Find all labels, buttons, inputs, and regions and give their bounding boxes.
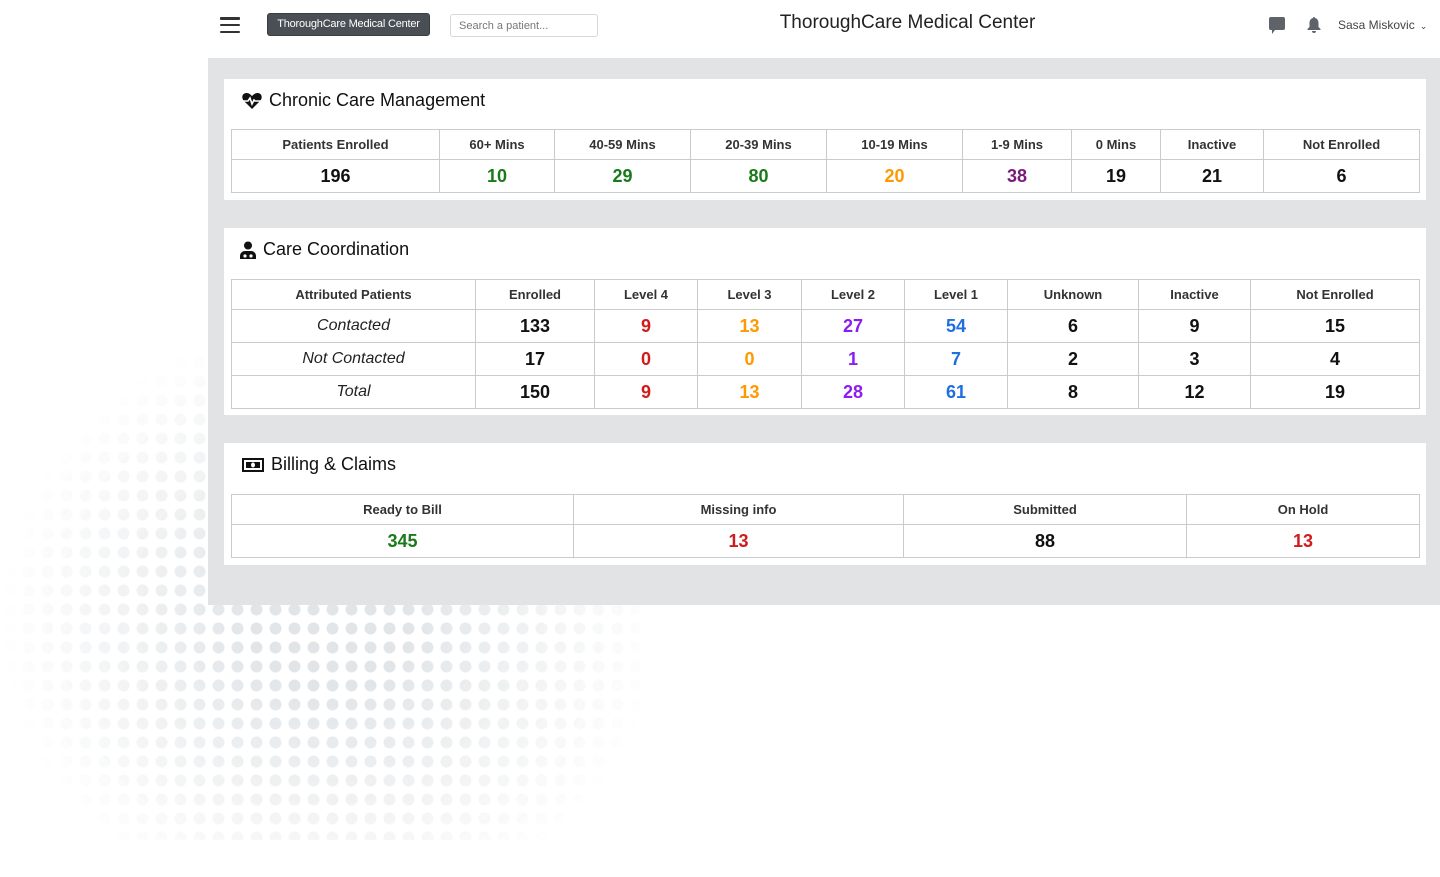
value-inactive[interactable]: 9: [1138, 309, 1251, 343]
value-unknown[interactable]: 2: [1007, 342, 1139, 376]
value-inactive[interactable]: 12: [1138, 375, 1251, 409]
care-coordination-table: Attributed Patients Enrolled Level 4 Level …: [231, 279, 1420, 409]
heartbeat-icon: [242, 93, 262, 109]
column-header-submitted: Submitted: [903, 494, 1187, 525]
value-inactive[interactable]: 21: [1160, 159, 1264, 193]
column-header-level-1: Level 1: [904, 279, 1008, 310]
value-level-1[interactable]: 7: [904, 342, 1008, 376]
user-name: Sasa Miskovic: [1338, 18, 1415, 32]
row-label: Total: [231, 375, 476, 409]
table-header-row: Attributed Patients Enrolled Level 4 Level …: [231, 279, 1420, 310]
billing-title: Billing & Claims: [271, 454, 397, 474]
chevron-down-icon: ⌄: [1419, 21, 1428, 31]
column-header-unknown: Unknown: [1007, 279, 1139, 310]
value-level-3[interactable]: 0: [697, 342, 802, 376]
table-row: Total 150 9 13 28 61 8 12 19: [231, 375, 1420, 409]
value-level-3[interactable]: 13: [697, 309, 802, 343]
column-header-10-19-mins: 10-19 Mins: [826, 129, 963, 160]
column-header-level-3: Level 3: [697, 279, 802, 310]
value-submitted[interactable]: 88: [903, 524, 1187, 558]
search-input[interactable]: [450, 14, 598, 37]
page-title: ThoroughCare Medical Center: [779, 12, 1036, 33]
value-level-2[interactable]: 28: [801, 375, 905, 409]
column-header-20-39-mins: 20-39 Mins: [690, 129, 827, 160]
money-bill-icon: [242, 457, 264, 472]
value-ready-to-bill[interactable]: 345: [231, 524, 574, 558]
user-menu[interactable]: Sasa Miskovic ⌄: [1338, 18, 1427, 32]
value-on-hold[interactable]: 13: [1186, 524, 1420, 558]
menu-icon[interactable]: [220, 17, 240, 34]
column-header-ready-to-bill: Ready to Bill: [231, 494, 574, 525]
column-header-level-2: Level 2: [801, 279, 905, 310]
dashboard-panel: Chronic Care Management Patients Enrolle…: [208, 58, 1440, 605]
care-coordination-card: Care Coordination Attributed Patients Enr…: [224, 228, 1426, 415]
brand-button[interactable]: ThoroughCare Medical Center: [267, 13, 430, 36]
column-header-inactive: Inactive: [1138, 279, 1251, 310]
column-header-not-enrolled: Not Enrolled: [1250, 279, 1420, 310]
value-not-enrolled[interactable]: 19: [1250, 375, 1420, 409]
care-coordination-heading: Care Coordination: [240, 239, 409, 260]
value-level-4[interactable]: 0: [594, 342, 698, 376]
top-navbar: ThoroughCare Medical Center ThoroughCare…: [0, 0, 1440, 58]
chronic-care-card: Chronic Care Management Patients Enrolle…: [224, 79, 1426, 200]
chronic-care-title: Chronic Care Management: [269, 90, 486, 110]
column-header-on-hold: On Hold: [1186, 494, 1420, 525]
table-row: Contacted 133 9 13 27 54 6 9 15: [231, 309, 1420, 343]
column-header-inactive: Inactive: [1160, 129, 1264, 160]
column-header-40-59-mins: 40-59 Mins: [554, 129, 691, 160]
value-not-enrolled[interactable]: 6: [1263, 159, 1420, 193]
row-label: Contacted: [231, 309, 476, 343]
value-level-1[interactable]: 61: [904, 375, 1008, 409]
value-level-3[interactable]: 13: [697, 375, 802, 409]
value-1-9-mins[interactable]: 38: [962, 159, 1072, 193]
column-header-attributed-patients: Attributed Patients: [231, 279, 476, 310]
column-header-patients-enrolled: Patients Enrolled: [231, 129, 440, 160]
table-row: 196 10 29 80 20 38 19 21 6: [231, 159, 1420, 193]
value-patients-enrolled[interactable]: 196: [231, 159, 440, 193]
value-level-4[interactable]: 9: [594, 375, 698, 409]
value-unknown[interactable]: 8: [1007, 375, 1139, 409]
chat-icon[interactable]: [1269, 17, 1285, 34]
column-header-level-4: Level 4: [594, 279, 698, 310]
billing-card: Billing & Claims Ready to Bill Missing in…: [224, 443, 1426, 565]
value-level-4[interactable]: 9: [594, 309, 698, 343]
value-inactive[interactable]: 3: [1138, 342, 1251, 376]
value-60-mins[interactable]: 10: [439, 159, 555, 193]
value-enrolled[interactable]: 133: [475, 309, 595, 343]
table-row: Not Contacted 17 0 0 1 7 2 3 4: [231, 342, 1420, 376]
value-40-59-mins[interactable]: 29: [554, 159, 691, 193]
value-enrolled[interactable]: 17: [475, 342, 595, 376]
user-doctor-icon: [240, 241, 256, 259]
table-row: 345 13 88 13: [231, 524, 1420, 558]
billing-table: Ready to Bill Missing info Submitted On Hol…: [231, 494, 1420, 558]
value-20-39-mins[interactable]: 80: [690, 159, 827, 193]
column-header-1-9-mins: 1-9 Mins: [962, 129, 1072, 160]
value-level-2[interactable]: 1: [801, 342, 905, 376]
table-header-row: Ready to Bill Missing info Submitted On Hol…: [231, 494, 1420, 525]
value-level-2[interactable]: 27: [801, 309, 905, 343]
billing-heading: Billing & Claims: [242, 454, 396, 475]
value-not-enrolled[interactable]: 4: [1250, 342, 1420, 376]
column-header-missing-info: Missing info: [573, 494, 904, 525]
column-header-enrolled: Enrolled: [475, 279, 595, 310]
value-level-1[interactable]: 54: [904, 309, 1008, 343]
value-not-enrolled[interactable]: 15: [1250, 309, 1420, 343]
value-unknown[interactable]: 6: [1007, 309, 1139, 343]
chronic-care-heading: Chronic Care Management: [242, 90, 485, 111]
value-10-19-mins[interactable]: 20: [826, 159, 963, 193]
value-missing-info[interactable]: 13: [573, 524, 904, 558]
value-0-mins[interactable]: 19: [1071, 159, 1161, 193]
table-header-row: Patients Enrolled 60+ Mins 40-59 Mins 20-39…: [231, 129, 1420, 160]
bell-icon[interactable]: [1306, 16, 1322, 33]
column-header-60-mins: 60+ Mins: [439, 129, 555, 160]
care-coordination-title: Care Coordination: [263, 239, 410, 259]
column-header-0-mins: 0 Mins: [1071, 129, 1161, 160]
value-enrolled[interactable]: 150: [475, 375, 595, 409]
row-label: Not Contacted: [231, 342, 476, 376]
chronic-care-table: Patients Enrolled 60+ Mins 40-59 Mins 20-39…: [231, 129, 1420, 193]
column-header-not-enrolled: Not Enrolled: [1263, 129, 1420, 160]
